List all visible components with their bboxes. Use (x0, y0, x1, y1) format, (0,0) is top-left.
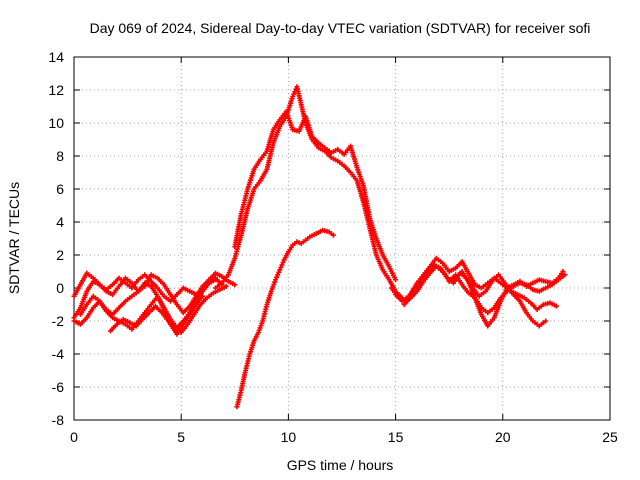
series-day-upper (232, 108, 399, 283)
data-point (232, 282, 238, 288)
x-tick-label: 10 (281, 429, 297, 445)
y-tick-label: -2 (52, 313, 65, 329)
plot-frame (73, 56, 611, 421)
series-day-main (213, 84, 405, 301)
x-axis-label: GPS time / hours (287, 457, 394, 473)
y-tick-label: 0 (56, 280, 64, 296)
data-point (543, 318, 549, 324)
series-night-4 (446, 272, 568, 316)
x-tick-label: 0 (70, 429, 78, 445)
x-tick-label: 15 (388, 429, 404, 445)
data-points (71, 84, 568, 410)
series-night-1 (388, 255, 566, 304)
data-point (200, 293, 206, 299)
y-axis-label: SDTVAR / TECUs (6, 182, 22, 294)
y-tick-label: 4 (56, 214, 64, 230)
axis-ticks: 0 5 10 15 20 25 -8 -6 -4 -2 0 2 4 6 8 10 12 14 (48, 49, 618, 445)
grid-lines (74, 57, 610, 420)
series-arc-5 (107, 283, 229, 336)
y-tick-label: 2 (56, 247, 64, 263)
data-point (553, 303, 559, 309)
data-point (223, 283, 229, 289)
y-tick-label: -8 (52, 412, 65, 428)
data-point (562, 272, 568, 278)
data-point (393, 277, 399, 283)
x-tick-label: 20 (495, 429, 511, 445)
y-tick-label: -6 (52, 379, 65, 395)
data-point (330, 232, 336, 238)
data-point (560, 269, 566, 274)
y-tick-label: -4 (52, 346, 65, 362)
y-tick-label: 12 (48, 82, 64, 98)
y-tick-label: 10 (48, 115, 64, 131)
series-arc-low (234, 227, 336, 410)
y-tick-label: 14 (48, 49, 64, 65)
x-tick-label: 5 (177, 429, 185, 445)
series-arc-2 (71, 270, 238, 316)
chart-title: Day 069 of 2024, Sidereal Day-to-day VTE… (90, 20, 591, 36)
y-tick-label: 6 (56, 181, 64, 197)
y-tick-label: 8 (56, 148, 64, 164)
x-tick-label: 25 (602, 429, 618, 445)
